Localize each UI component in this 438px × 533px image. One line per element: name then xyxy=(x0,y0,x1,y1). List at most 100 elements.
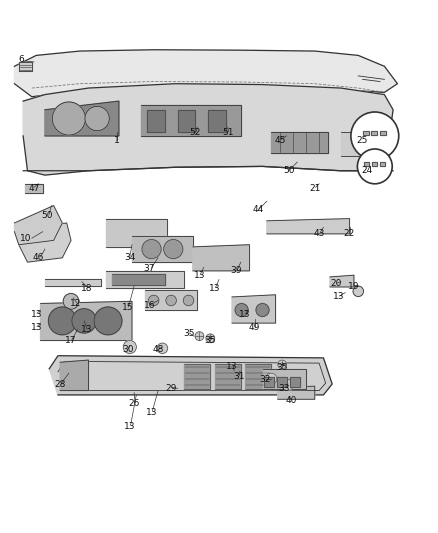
Polygon shape xyxy=(271,132,328,154)
Text: 34: 34 xyxy=(124,253,135,262)
Polygon shape xyxy=(232,295,276,323)
Bar xyxy=(371,131,378,135)
Text: 13: 13 xyxy=(194,271,205,280)
Polygon shape xyxy=(132,236,193,262)
Bar xyxy=(208,110,226,132)
Text: 13: 13 xyxy=(226,362,238,371)
Circle shape xyxy=(265,373,277,384)
Polygon shape xyxy=(245,365,271,389)
Circle shape xyxy=(351,112,399,160)
Text: 13: 13 xyxy=(81,325,92,334)
Polygon shape xyxy=(145,290,197,310)
Circle shape xyxy=(206,334,215,343)
Polygon shape xyxy=(60,360,88,391)
Polygon shape xyxy=(330,275,354,287)
Circle shape xyxy=(142,239,161,259)
Text: 43: 43 xyxy=(314,229,325,238)
Text: 31: 31 xyxy=(233,372,244,381)
Circle shape xyxy=(195,332,204,341)
Text: 13: 13 xyxy=(239,310,251,319)
Text: 22: 22 xyxy=(343,229,354,238)
Circle shape xyxy=(164,239,183,259)
Text: 51: 51 xyxy=(222,128,233,137)
Circle shape xyxy=(278,360,286,369)
Text: 13: 13 xyxy=(146,408,157,417)
Text: 52: 52 xyxy=(189,128,201,137)
Bar xyxy=(178,110,195,132)
Text: 19: 19 xyxy=(348,281,360,290)
Circle shape xyxy=(235,303,248,317)
Circle shape xyxy=(85,107,110,131)
Polygon shape xyxy=(19,62,32,71)
Text: 33: 33 xyxy=(279,384,290,393)
Polygon shape xyxy=(41,301,132,341)
Circle shape xyxy=(166,295,177,305)
Circle shape xyxy=(353,286,364,296)
Polygon shape xyxy=(45,279,102,286)
Bar xyxy=(147,110,165,132)
Text: 17: 17 xyxy=(65,336,77,345)
Bar xyxy=(277,377,287,387)
Text: 1: 1 xyxy=(114,136,120,145)
Polygon shape xyxy=(14,50,397,97)
Polygon shape xyxy=(341,132,389,156)
Text: 13: 13 xyxy=(124,422,135,431)
Polygon shape xyxy=(267,219,350,234)
Text: 6: 6 xyxy=(18,55,24,64)
Text: 13: 13 xyxy=(31,310,42,319)
Text: 18: 18 xyxy=(81,284,92,293)
Text: 32: 32 xyxy=(259,375,270,384)
Text: 45: 45 xyxy=(274,136,286,145)
Polygon shape xyxy=(25,184,43,192)
Text: 20: 20 xyxy=(331,279,342,288)
Bar xyxy=(380,163,385,166)
Polygon shape xyxy=(106,271,184,288)
Bar xyxy=(364,163,369,166)
Bar xyxy=(380,131,386,135)
Text: 24: 24 xyxy=(361,166,373,175)
Bar xyxy=(363,131,369,135)
Text: 16: 16 xyxy=(144,301,155,310)
Bar xyxy=(380,163,385,166)
Text: 49: 49 xyxy=(248,323,259,332)
Text: 30: 30 xyxy=(122,345,133,354)
Bar xyxy=(380,131,386,135)
Text: 44: 44 xyxy=(253,205,264,214)
Circle shape xyxy=(282,379,293,391)
Text: 25: 25 xyxy=(356,136,367,145)
Bar xyxy=(371,131,378,135)
Bar xyxy=(290,377,300,387)
Polygon shape xyxy=(141,106,241,136)
Circle shape xyxy=(48,307,76,335)
Text: 13: 13 xyxy=(209,284,220,293)
Text: 46: 46 xyxy=(33,253,44,262)
Text: 39: 39 xyxy=(231,266,242,276)
Bar xyxy=(363,131,369,135)
Polygon shape xyxy=(184,365,210,389)
Circle shape xyxy=(63,294,79,309)
Bar xyxy=(364,163,369,166)
Bar xyxy=(372,163,377,166)
Text: 10: 10 xyxy=(20,233,31,243)
Text: 13: 13 xyxy=(31,323,42,332)
Polygon shape xyxy=(113,274,165,285)
Bar xyxy=(147,110,165,132)
Text: 21: 21 xyxy=(309,184,321,192)
Text: 35: 35 xyxy=(276,363,288,372)
Circle shape xyxy=(94,307,122,335)
Polygon shape xyxy=(23,84,393,175)
Polygon shape xyxy=(215,365,241,389)
Bar xyxy=(264,377,274,387)
Text: 28: 28 xyxy=(54,379,66,389)
Polygon shape xyxy=(49,356,332,395)
Polygon shape xyxy=(14,206,62,245)
Text: 13: 13 xyxy=(333,293,344,302)
Text: 26: 26 xyxy=(128,399,140,408)
Bar xyxy=(208,110,226,132)
Circle shape xyxy=(72,309,96,333)
Polygon shape xyxy=(19,223,71,262)
Polygon shape xyxy=(106,219,167,247)
Polygon shape xyxy=(193,245,250,271)
Text: 37: 37 xyxy=(144,264,155,273)
Bar xyxy=(372,163,377,166)
